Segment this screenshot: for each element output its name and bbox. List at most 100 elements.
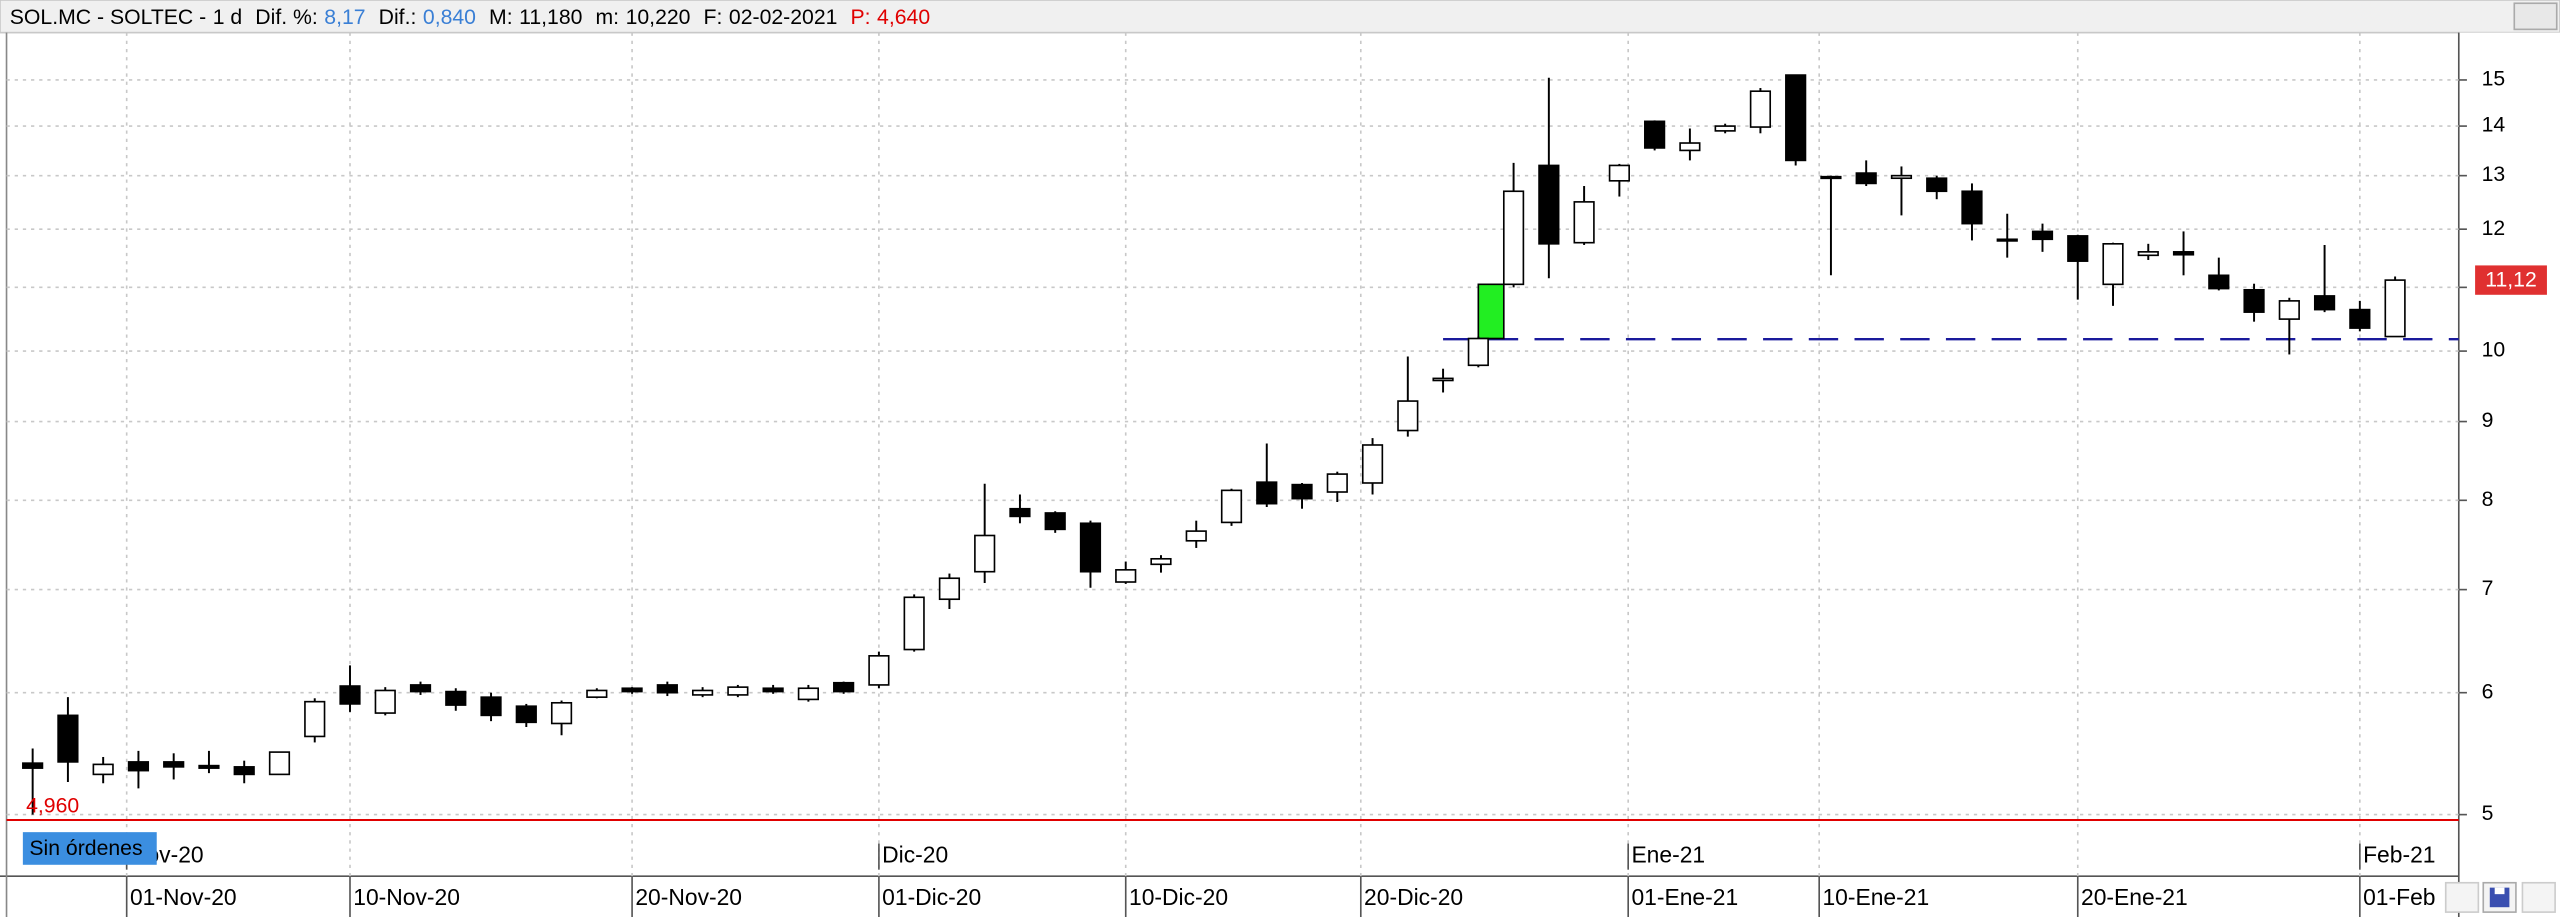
- candle-body: [1538, 164, 1560, 245]
- candle-body: [2031, 230, 2054, 241]
- candles: [22, 74, 2406, 815]
- candle-body: [515, 705, 537, 724]
- save-icon-slot: [2494, 887, 2505, 895]
- gap-highlight: [1477, 283, 1505, 340]
- header-info: SOL.MC - SOLTEC - 1 d Dif. %: 8,17 Dif.: 0,84…: [10, 6, 930, 29]
- candle-body: [1714, 125, 1736, 132]
- x-tick-label: 01-Ene-21: [1631, 884, 1738, 910]
- candle-body: [1044, 512, 1066, 531]
- last-price-box: [2475, 265, 2547, 295]
- candle-body: [339, 685, 361, 705]
- candle-body: [2349, 308, 2371, 329]
- candle-body: [2384, 279, 2406, 338]
- y-tick-label: 14: [2482, 114, 2506, 137]
- header-label: Dif. %:: [255, 6, 317, 29]
- candle-body: [550, 701, 573, 725]
- x-tick-label: 10-Dic-20: [1129, 884, 1228, 910]
- candle-body: [2278, 300, 2300, 320]
- y-tick-label: 7: [2482, 577, 2494, 600]
- header-label: Dif.:: [379, 6, 417, 29]
- candle-body: [833, 681, 855, 693]
- header-label: M:: [489, 6, 513, 29]
- candle-body: [621, 687, 643, 693]
- candle-body: [1467, 337, 1489, 367]
- header-value: 8,17: [324, 6, 365, 29]
- candle-body: [163, 761, 185, 768]
- last-price-label: 11,12: [2485, 269, 2537, 292]
- candle-body: [1150, 557, 1172, 566]
- candle-body: [1996, 238, 2018, 242]
- y-tick-label: 8: [2482, 488, 2494, 511]
- header-label: P:: [850, 6, 870, 29]
- collapse-button[interactable]: [2444, 881, 2480, 913]
- header-value: 1 d: [213, 6, 242, 29]
- orders-button-label[interactable]: Sin órdenes: [29, 837, 142, 860]
- candle-body: [1185, 530, 1207, 542]
- candle-body: [2313, 295, 2336, 311]
- candle-body: [1115, 569, 1137, 583]
- tools-button[interactable]: [2521, 881, 2556, 913]
- header-value: 10,220: [626, 6, 691, 29]
- scroll-control[interactable]: [2513, 2, 2558, 31]
- candle-body: [409, 684, 432, 693]
- x-tick-label: 20-Nov-20: [635, 884, 742, 910]
- candle-body: [2067, 235, 2089, 262]
- x-tick-label: 10-Ene-21: [1822, 884, 1929, 910]
- candle-body: [480, 696, 502, 717]
- header-label: SOL.MC - SOLTEC -: [10, 6, 206, 29]
- candle-body: [1679, 142, 1701, 152]
- orders-button[interactable]: [22, 832, 157, 865]
- y-tick-label: 15: [2482, 68, 2506, 91]
- candle-body: [656, 684, 678, 694]
- candle-body: [2137, 251, 2159, 257]
- candle-body: [1397, 400, 1419, 432]
- candle-body: [1926, 177, 1948, 193]
- candle-body: [1749, 90, 1772, 128]
- candle-body: [1573, 201, 1595, 244]
- candle-body: [2208, 274, 2230, 290]
- header-label: m:: [596, 6, 620, 29]
- candle-body: [2243, 288, 2265, 313]
- candle-body: [22, 762, 44, 769]
- header-value: 4,640: [877, 6, 930, 29]
- candle-body: [938, 577, 961, 601]
- month-tick-label: Dic-20: [882, 842, 948, 868]
- y-tick-label: 6: [2482, 680, 2494, 703]
- x-tick-label: 20-Dic-20: [1364, 884, 1463, 910]
- candle-body: [1326, 473, 1348, 493]
- candle-body: [1291, 483, 1313, 500]
- month-tick-label: Feb-21: [2363, 842, 2435, 868]
- candle-body: [1502, 190, 1525, 286]
- candle-body: [374, 689, 396, 714]
- y-tick-label: 13: [2482, 163, 2506, 186]
- candle-body: [1432, 377, 1454, 382]
- y-tick-label: 5: [2482, 802, 2494, 825]
- candle-body: [1820, 175, 1842, 180]
- candle-body: [1220, 489, 1243, 524]
- header-value: 0,840: [423, 6, 476, 29]
- candle-body: [1961, 190, 1983, 225]
- header-value: 02-02-2021: [729, 6, 838, 29]
- candle-body: [198, 764, 220, 769]
- x-tick-label: 01-Feb: [2363, 884, 2435, 910]
- header-label: F:: [704, 6, 723, 29]
- level-label: 4,960: [26, 795, 79, 818]
- candle-body: [868, 655, 890, 686]
- candle-body: [445, 690, 467, 706]
- candle-body: [586, 689, 608, 698]
- candle-body: [233, 766, 255, 776]
- candle-body: [1079, 522, 1102, 573]
- candle-body: [974, 534, 996, 573]
- candle-body: [1855, 172, 1877, 185]
- x-tick-label: 01-Nov-20: [130, 884, 237, 910]
- grid: [6, 32, 2467, 917]
- header-bar: [0, 0, 2560, 34]
- candle-body: [1256, 481, 1278, 505]
- y-tick-label: 9: [2482, 409, 2494, 432]
- candle-body: [92, 763, 114, 776]
- candle-body: [1644, 120, 1666, 149]
- header-value: 11,180: [519, 6, 582, 29]
